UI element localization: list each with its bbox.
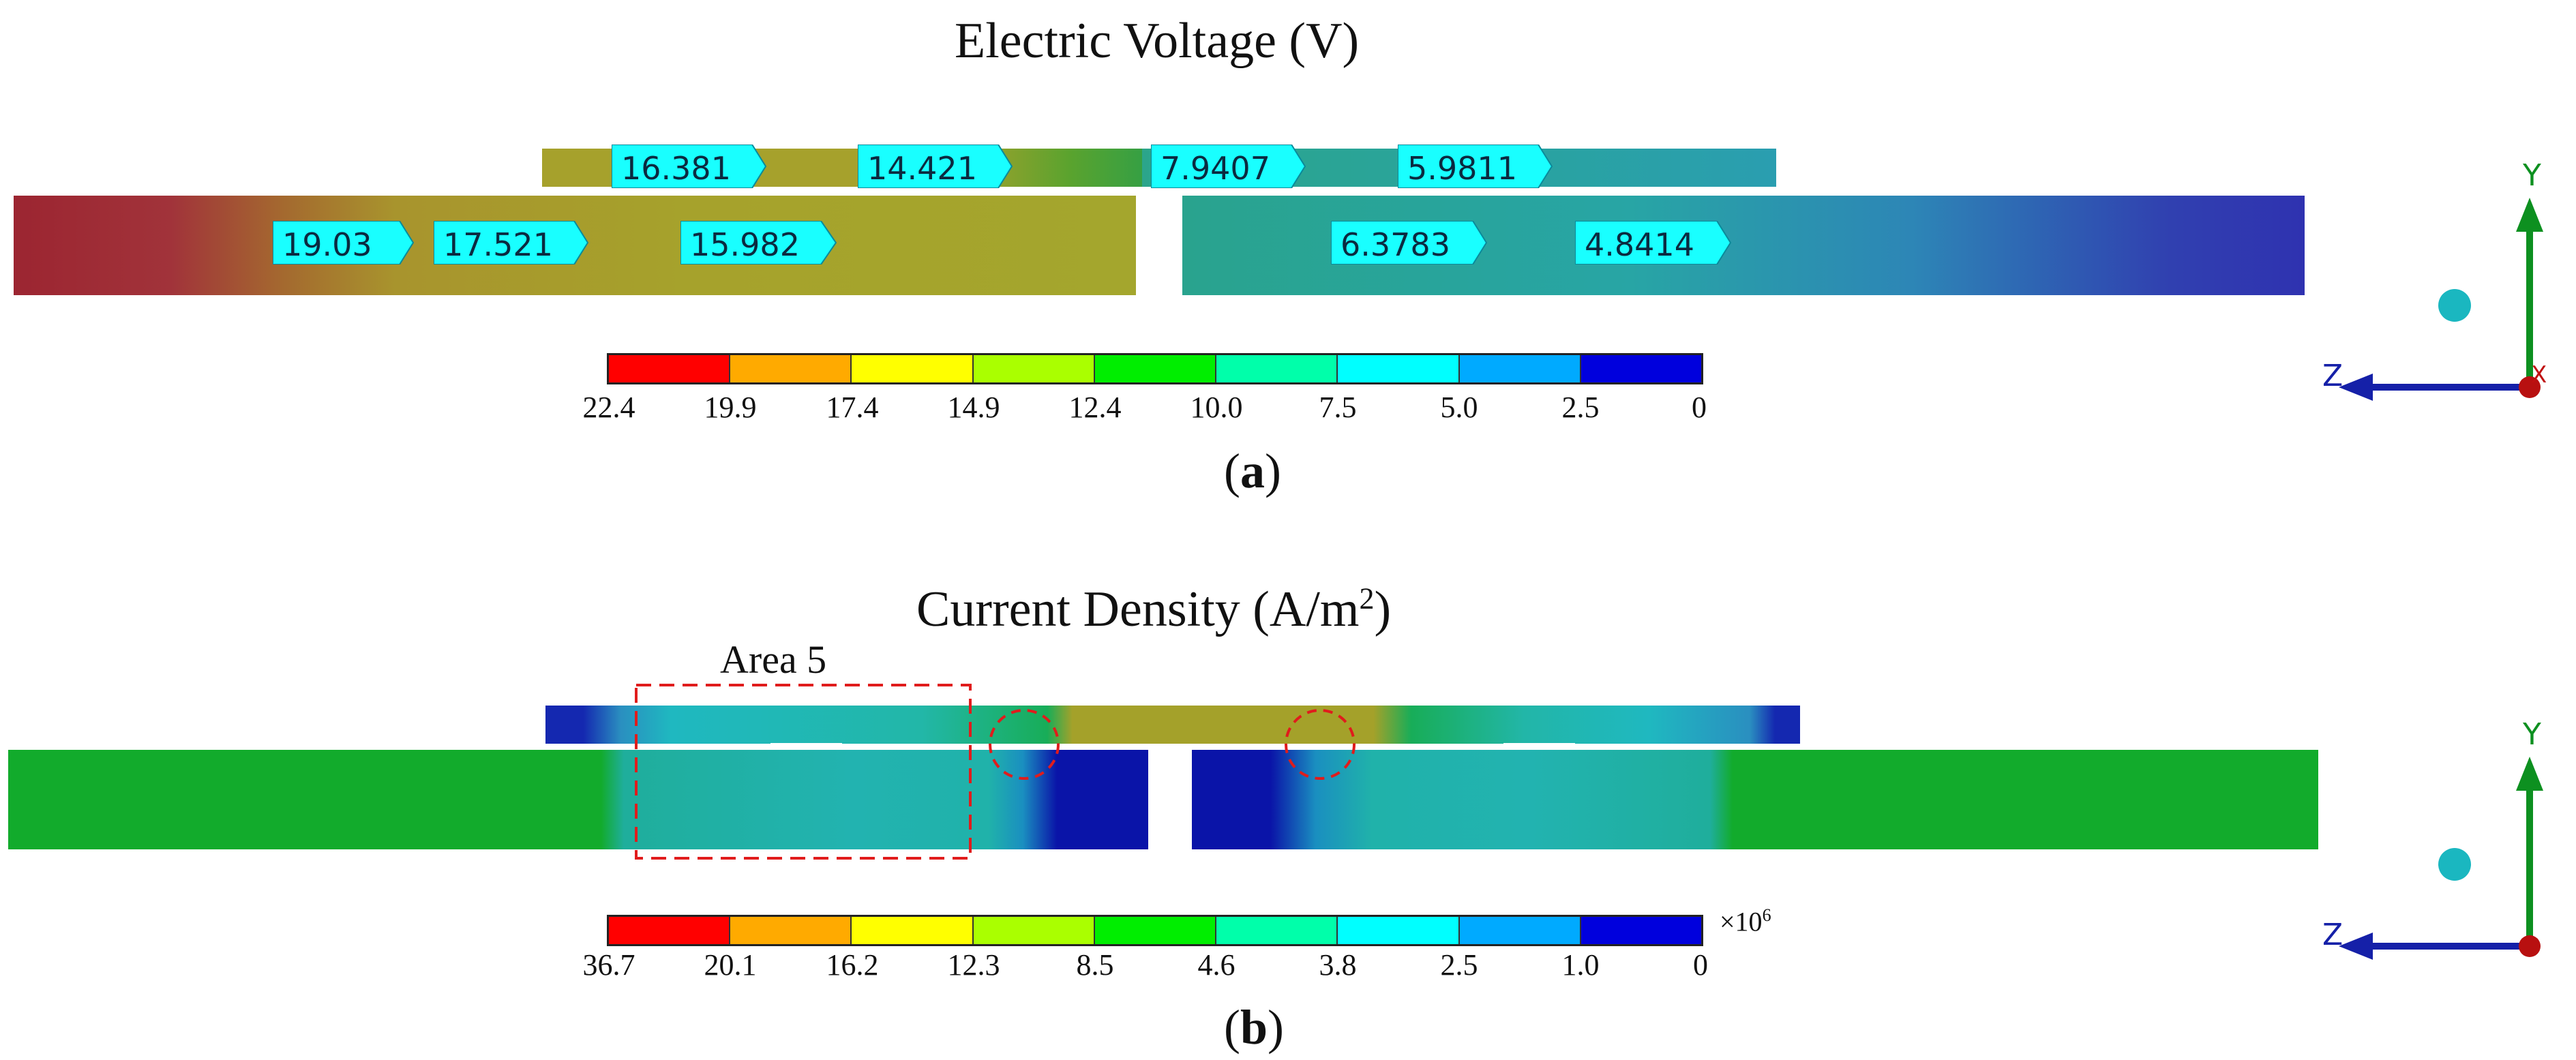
probe-value: 15.982 xyxy=(690,226,800,263)
colorbar-tick: 1.0 xyxy=(1561,948,1600,982)
probe-tag-shape xyxy=(434,221,589,264)
colorbar-tick: 5.0 xyxy=(1440,391,1478,424)
axis-triad-a xyxy=(2339,198,2543,401)
colorbar-tick: 3.8 xyxy=(1319,948,1357,982)
colorbar-tick: 19.9 xyxy=(704,391,757,424)
panel-a-title: Electric Voltage (V) xyxy=(955,13,1360,69)
upper-gap-2 xyxy=(832,187,852,196)
panel-b-label: (b) xyxy=(1224,1000,1285,1055)
probe-tag-shape xyxy=(1331,221,1488,264)
current-busbar xyxy=(545,706,1800,744)
colorbar-tick: 16.2 xyxy=(826,948,879,982)
axis-z-label: Z xyxy=(2322,359,2343,393)
colorbar-swatch xyxy=(852,355,974,382)
current-colorbar xyxy=(607,915,1703,946)
voltage-probe: 6.3783 xyxy=(1331,221,1489,264)
colorbar-tick: 0 xyxy=(1693,948,1708,982)
axis-x-label: X xyxy=(2531,361,2547,389)
colorbar-swatch xyxy=(1581,917,1701,944)
voltage-probe: 4.8414 xyxy=(1575,221,1733,264)
colorbar-swatch xyxy=(609,355,731,382)
colorbar-swatch xyxy=(852,917,974,944)
colorbar-swatch xyxy=(1459,355,1581,382)
probe-value: 14.421 xyxy=(867,150,977,187)
voltage-probe: 19.03 xyxy=(273,221,416,264)
colorbar-tick: 17.4 xyxy=(826,391,879,424)
colorbar-tick: 22.4 xyxy=(582,391,635,424)
probe-tag-shape xyxy=(1398,145,1553,188)
probe-value: 5.9811 xyxy=(1407,150,1517,187)
colorbar-multiplier: ×106 xyxy=(1720,905,1771,937)
colorbar-swatch xyxy=(1581,355,1701,382)
upper-gap-1 xyxy=(590,187,610,196)
colorbar-tick: 20.1 xyxy=(704,948,757,982)
colorbar-tick: 12.3 xyxy=(947,948,1000,982)
voltage-probe: 5.9811 xyxy=(1398,145,1555,188)
area-5-label: Area 5 xyxy=(720,637,827,682)
probe-tag-shape xyxy=(273,221,415,264)
voltage-probe: 7.9407 xyxy=(1151,145,1308,188)
colorbar-tick: 10.0 xyxy=(1190,391,1243,424)
colorbar-swatch xyxy=(1216,355,1338,382)
colorbar-tick: 14.9 xyxy=(947,391,1000,424)
colorbar-swatch xyxy=(1338,917,1460,944)
colorbar-tick: 2.5 xyxy=(1440,948,1478,982)
colorbar-tick: 2.5 xyxy=(1561,391,1600,424)
axis-triad-b xyxy=(2339,757,2543,960)
colorbar-swatch xyxy=(1094,917,1217,944)
panel-a-label: (a) xyxy=(1224,444,1281,498)
probe-value: 16.381 xyxy=(621,150,731,187)
probe-value: 6.3783 xyxy=(1341,226,1450,263)
probe-value: 17.521 xyxy=(443,226,553,263)
colorbar-tick: 0 xyxy=(1692,391,1707,424)
current-conductor-left xyxy=(8,750,1148,849)
voltage-colorbar xyxy=(607,353,1703,384)
colorbar-tick: 36.7 xyxy=(582,948,635,982)
probe-tag-shape xyxy=(612,145,767,188)
colorbar-swatch xyxy=(730,355,852,382)
colorbar-tick: 4.6 xyxy=(1197,948,1235,982)
probe-value: 4.8414 xyxy=(1585,226,1694,263)
current-conductor-right xyxy=(1192,750,2318,849)
colorbar-tick: 12.4 xyxy=(1068,391,1122,424)
panel-b-title: Current Density (A/m2) xyxy=(916,581,1392,637)
colorbar-swatch xyxy=(1459,917,1581,944)
axis-y-label: Y xyxy=(2523,717,2541,752)
probe-tag-shape xyxy=(1151,145,1306,188)
axis-y-label: Y xyxy=(2523,158,2541,193)
colorbar-swatch xyxy=(609,917,731,944)
colorbar-tick: 7.5 xyxy=(1319,391,1357,424)
voltage-probe: 16.381 xyxy=(612,145,768,188)
axis-z-label: Z xyxy=(2322,918,2343,952)
voltage-probe: 14.421 xyxy=(858,145,1015,188)
probe-value: 7.9407 xyxy=(1160,150,1270,187)
colorbar-swatch xyxy=(1338,355,1460,382)
probe-tag-shape xyxy=(680,221,837,264)
colorbar-swatch xyxy=(973,917,1095,944)
colorbar-swatch xyxy=(1094,355,1217,382)
probe-value: 19.03 xyxy=(282,226,372,263)
colorbar-swatch xyxy=(1216,917,1338,944)
probe-tag-shape xyxy=(858,145,1013,188)
voltage-probe: 17.521 xyxy=(434,221,590,264)
probe-tag-shape xyxy=(1575,221,1732,264)
colorbar-swatch xyxy=(973,355,1095,382)
colorbar-swatch xyxy=(730,917,852,944)
colorbar-tick: 8.5 xyxy=(1076,948,1114,982)
upper-gap-3 xyxy=(1711,187,1732,196)
voltage-probe: 15.982 xyxy=(680,221,839,264)
